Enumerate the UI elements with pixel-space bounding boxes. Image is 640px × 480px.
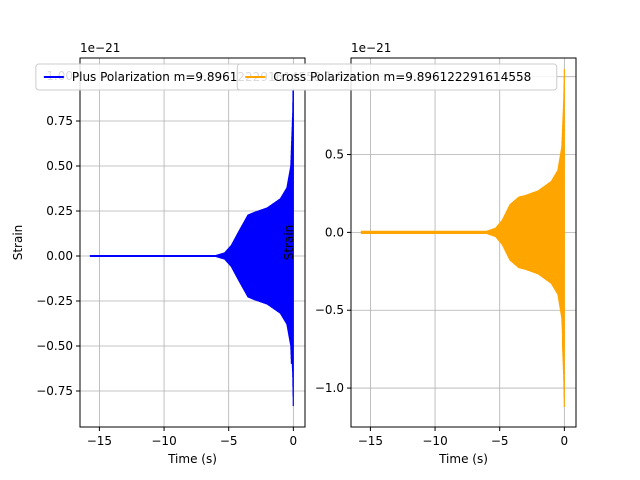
y-tick-label: 0.25 [46, 204, 73, 218]
axes-frame [79, 57, 306, 428]
y-axis-label: Strain [282, 225, 296, 261]
x-axis-label: Time (s) [438, 452, 488, 466]
y-tick-label: 0.00 [46, 249, 73, 263]
x-tick-label: −5 [220, 434, 238, 448]
y-tick-label: −0.50 [36, 339, 73, 353]
y-tick-label: 0.0 [325, 225, 344, 239]
y-tick-label: −0.5 [315, 303, 344, 317]
offset-text: 1e−21 [351, 41, 391, 55]
x-tick-label: −15 [87, 434, 112, 448]
x-tick-label: 0 [561, 434, 569, 448]
y-tick-label: 0.50 [46, 159, 73, 173]
x-tick-label: −10 [422, 434, 447, 448]
y-axis-label: Strain [11, 225, 25, 261]
axes-frame [350, 57, 577, 428]
x-tick-label: 0 [290, 434, 298, 448]
x-tick-label: −5 [491, 434, 509, 448]
legend-box [236, 63, 558, 91]
y-tick-label: 0.5 [325, 148, 344, 162]
y-tick-label: −0.25 [36, 294, 73, 308]
legend-label: Cross Polarization m=9.896122291614558 [273, 70, 531, 84]
x-tick-label: −15 [358, 434, 383, 448]
y-tick-label: −0.75 [36, 384, 73, 398]
waveform-series [360, 68, 565, 407]
y-tick-label: −1.0 [315, 381, 344, 395]
plus-polarization-chart: −15 −10 −5 0 −0.75 −0.50 −0.25 0.00 0.25 0.50 0.75… [11, 41, 349, 466]
x-axis-label: Time (s) [167, 452, 217, 466]
offset-text: 1e−21 [80, 41, 120, 55]
x-tick-label: −10 [151, 434, 176, 448]
y-tick-label: 0.75 [46, 114, 73, 128]
waveform-series [89, 66, 294, 406]
